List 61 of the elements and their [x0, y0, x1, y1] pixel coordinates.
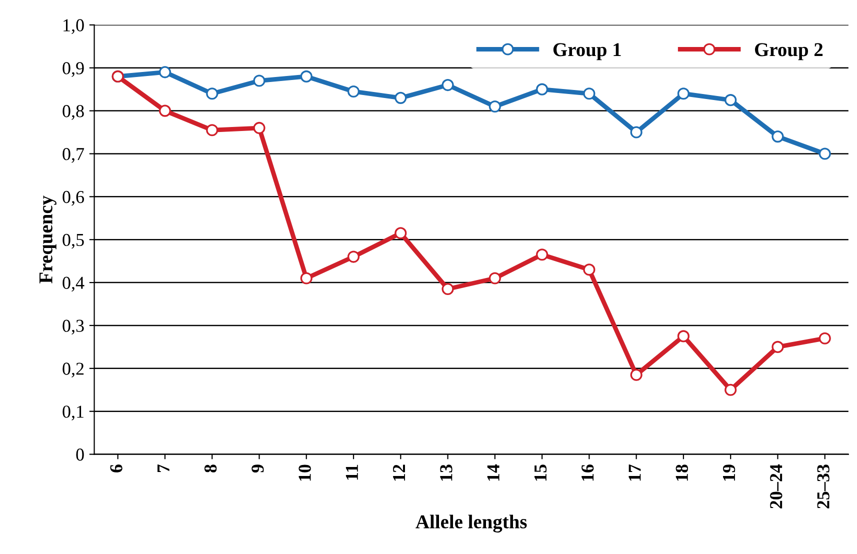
- y-tick-label: 0,2: [62, 362, 84, 378]
- x-tick-label: 19: [722, 464, 736, 481]
- point: [818, 332, 831, 344]
- point: [394, 227, 407, 240]
- point: [536, 83, 548, 96]
- x-tick-label: 6: [110, 464, 122, 472]
- legend-label: Group 2: [754, 43, 823, 60]
- x-tick-label: 20–24: [770, 464, 782, 508]
- point: [158, 104, 172, 117]
- point: [206, 124, 218, 136]
- point: [818, 148, 831, 160]
- y-tick-label: 0,8: [62, 105, 84, 120]
- x-tick-label: 15: [534, 464, 547, 481]
- point: [536, 248, 548, 261]
- point: [442, 282, 454, 296]
- x-tick-label: 13: [440, 464, 452, 481]
- y-tick-label: 0,4: [62, 276, 84, 292]
- point: [630, 368, 642, 381]
- x-axis-title: Allele lengths: [416, 514, 527, 532]
- point: [253, 122, 266, 134]
- point: [488, 272, 501, 284]
- point: [253, 74, 266, 87]
- x-tick-label: 25–33: [817, 464, 830, 508]
- point: [724, 384, 737, 396]
- x-tick-label: 16: [582, 464, 594, 481]
- point: [300, 70, 312, 82]
- point: [394, 92, 407, 104]
- y-tick-label: 1,0: [64, 19, 84, 34]
- point: [158, 66, 172, 78]
- point: [300, 272, 312, 284]
- y-tick-label: 0,7: [62, 148, 84, 163]
- point: [583, 88, 596, 100]
- x-tick-label: 9: [252, 464, 264, 473]
- point: [772, 130, 784, 143]
- x-tick-label: 10: [298, 464, 311, 481]
- x-tick-label: 11: [346, 464, 358, 480]
- y-tick-label: 0,3: [62, 320, 84, 335]
- y-tick-label: 0,9: [62, 62, 84, 77]
- x-tick-label: 12: [393, 464, 405, 481]
- x-tick-label: 8: [204, 464, 217, 472]
- point: [488, 100, 501, 113]
- point: [347, 250, 360, 263]
- point: [724, 94, 737, 106]
- point: [772, 340, 784, 353]
- x-tick-label: 14: [487, 464, 500, 481]
- x-tick-label: 18: [676, 464, 688, 481]
- point: [442, 78, 454, 92]
- point: [583, 264, 596, 276]
- y-axis-title: Frequency: [39, 196, 56, 284]
- point: [630, 126, 642, 138]
- point: [347, 85, 360, 98]
- x-tick-label: 7: [157, 464, 170, 472]
- y-tick-label: 0,1: [62, 406, 84, 420]
- point: [677, 88, 690, 100]
- y-tick-label: 0,6: [62, 190, 84, 206]
- y-tick-label: 0,5: [62, 234, 84, 249]
- point: [206, 88, 218, 100]
- y-tick-label: 0: [76, 448, 84, 461]
- x-tick-label: 17: [628, 464, 641, 481]
- point: [677, 330, 690, 342]
- legend-label: Group 1: [553, 43, 621, 60]
